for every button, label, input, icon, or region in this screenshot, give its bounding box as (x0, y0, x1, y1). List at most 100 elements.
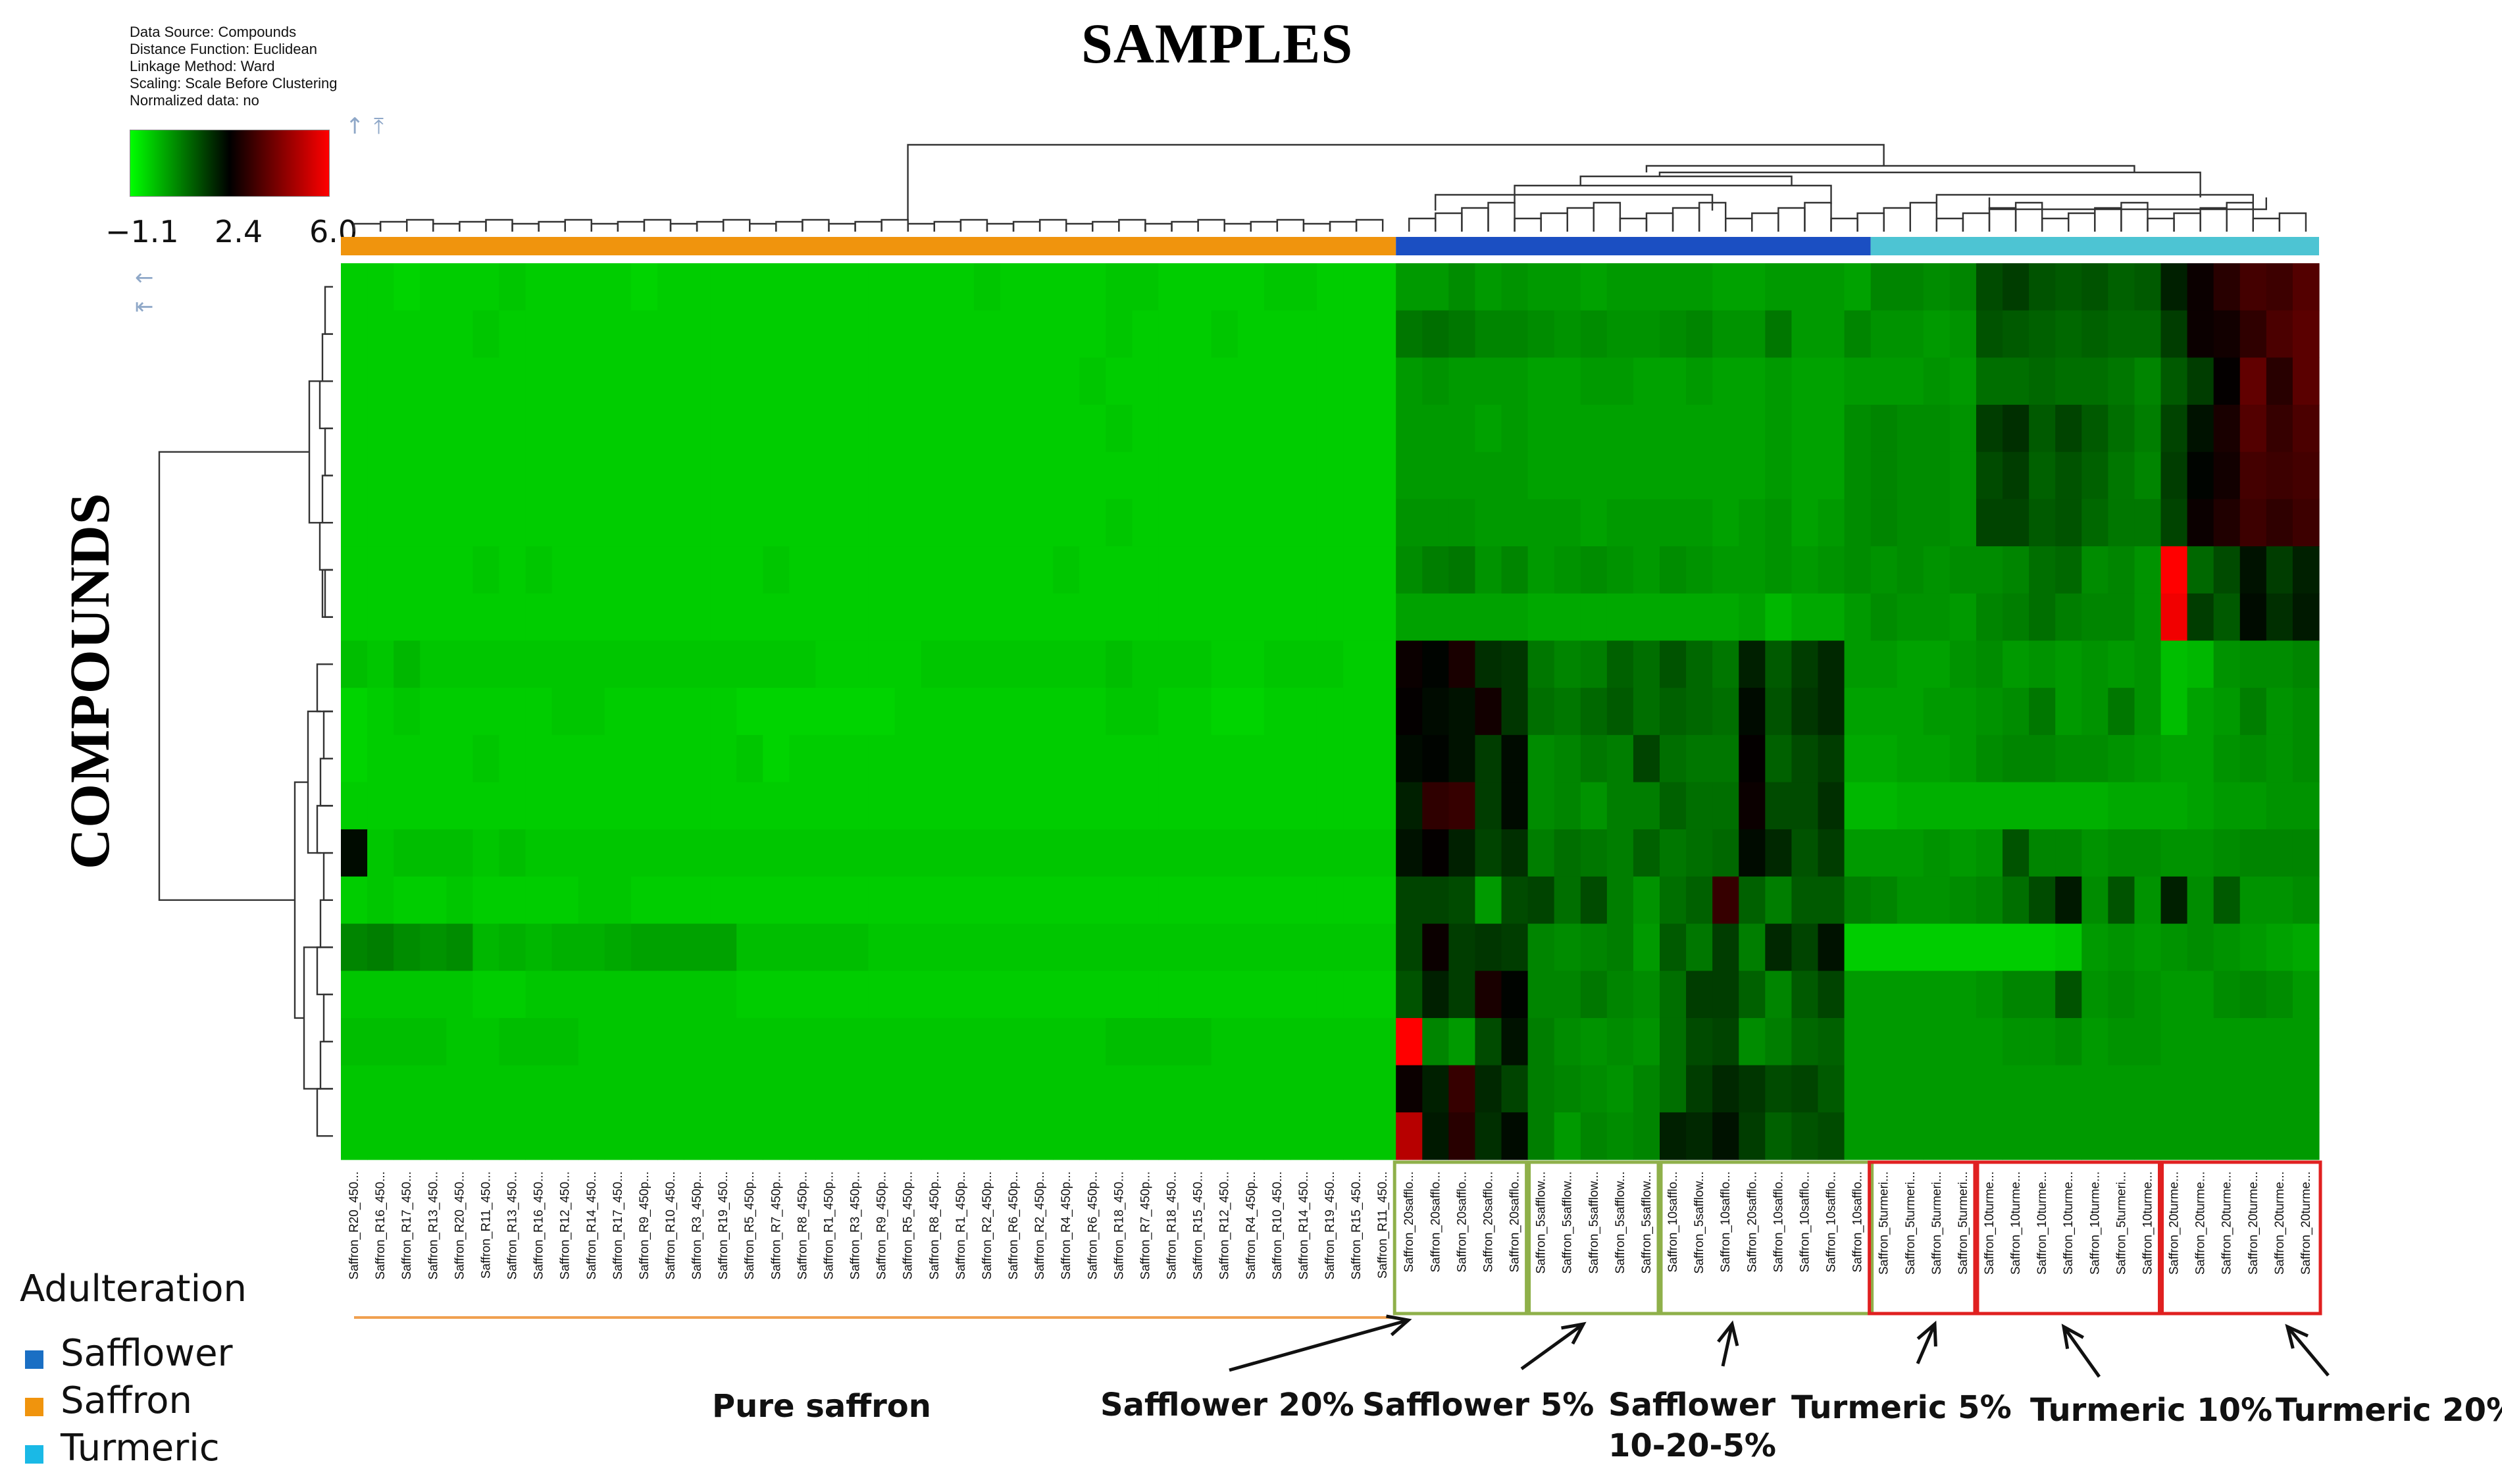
heatmap-cell (394, 1065, 421, 1113)
annotation-arrow (1520, 1322, 1585, 1371)
dendrogram-link (307, 710, 321, 854)
heatmap-cell (2213, 923, 2241, 971)
heatmap-cell (1396, 1112, 1423, 1160)
dendrogram-link (1223, 222, 1252, 232)
heatmap-cell (947, 923, 975, 971)
heatmap-cell (1712, 640, 1739, 688)
heatmap-cell (1053, 782, 1080, 830)
heatmap-cell (2239, 546, 2267, 594)
heatmap-cell (2266, 923, 2293, 971)
heatmap-cell (1264, 357, 1291, 405)
heatmap-cell (2292, 971, 2320, 1019)
heatmap-cell (420, 640, 447, 688)
column-label: Saffron_R18_450... (1112, 1171, 1126, 1279)
heatmap-cell (2266, 640, 2293, 688)
heatmap-cell (1000, 1065, 1027, 1113)
heatmap-cell (1580, 734, 1608, 783)
heatmap-cell (1448, 263, 1476, 311)
heatmap-cell (1870, 499, 1898, 547)
heatmap-cell (1897, 263, 1924, 311)
column-label: Saffron_R4_450p... (1060, 1171, 1073, 1279)
heatmap-cell (1844, 1017, 1872, 1066)
heatmap-cell (894, 546, 922, 594)
heatmap-cell (2081, 1065, 2108, 1113)
heatmap-cell (341, 1017, 368, 1066)
heatmap-cell (1580, 1112, 1608, 1160)
heatmap-cell (499, 310, 526, 358)
heatmap-cell (2160, 357, 2188, 405)
heatmap-cell (1976, 263, 2003, 311)
heatmap-cell (1897, 1112, 1924, 1160)
heatmap-cell (394, 593, 421, 642)
heatmap-cell (1396, 734, 1423, 783)
heatmap-cell (394, 640, 421, 688)
heatmap-cell (973, 593, 1001, 642)
heatmap-cell (947, 263, 975, 311)
heatmap-cell (1264, 688, 1291, 736)
heatmap-cells (341, 263, 2320, 1160)
heatmap-cell (1949, 499, 1977, 547)
heatmap-cell (1791, 1065, 1819, 1113)
heatmap-cell (710, 1112, 737, 1160)
heatmap-cell (499, 640, 526, 688)
column-label: Saffron_R17_450... (400, 1171, 414, 1279)
heatmap-cell (2292, 263, 2320, 311)
heatmap-cell (1870, 1112, 1898, 1160)
heatmap-cell (499, 971, 526, 1019)
heatmap-cell (1422, 971, 1449, 1019)
dendrogram-link (2199, 207, 2228, 232)
heatmap-cell (657, 971, 684, 1019)
heatmap-cell (2081, 971, 2108, 1019)
heatmap-cell (2134, 923, 2162, 971)
heatmap-cell (868, 876, 896, 925)
dendrogram-link (1197, 218, 1225, 232)
heatmap-cell (525, 405, 553, 453)
heatmap-cell (1606, 829, 1634, 877)
column-label: Saffron_10turme... (2009, 1171, 2023, 1275)
arrow-up-icon[interactable]: ↑ (345, 113, 365, 140)
heatmap-cell (1237, 923, 1265, 971)
heatmap-cell (815, 451, 843, 500)
heatmap-cell (1870, 971, 1898, 1019)
arrow-left-icon[interactable]: ← (135, 265, 154, 291)
heatmap-cell (1844, 1065, 1872, 1113)
heatmap-cell (1712, 451, 1739, 500)
heatmap-cell (630, 876, 658, 925)
heatmap-cell (842, 876, 869, 925)
heatmap-cell (1554, 1065, 1581, 1113)
column-labels: Saffron_R20_450... Saffron_R16_450... Saff… (347, 1171, 2313, 1279)
heatmap-cell (2292, 923, 2320, 971)
heatmap-cell (604, 923, 632, 971)
dendrogram-link (1461, 207, 1489, 232)
heatmap-cell (1316, 734, 1344, 783)
heatmap-cell (1791, 876, 1819, 925)
arrow-left-to-edge-icon[interactable]: ⇤ (135, 294, 154, 320)
column-label: Saffron_20safflo... (1481, 1171, 1495, 1273)
group-box (1868, 1160, 1979, 1316)
heatmap-cell (1633, 734, 1660, 783)
heatmap-cell (710, 310, 737, 358)
heatmap-cell (2003, 876, 2030, 925)
heatmap-cell (1949, 593, 1977, 642)
group-box (2158, 1160, 2322, 1316)
heatmap-cell (2081, 1017, 2108, 1066)
heatmap-cell (472, 1017, 500, 1066)
heatmap-cell (815, 1017, 843, 1066)
heatmap-cell (1527, 405, 1555, 453)
heatmap-cell (472, 593, 500, 642)
heatmap-cell (1844, 688, 1872, 736)
heatmap-cell (1527, 499, 1555, 547)
heatmap-cell (1158, 923, 1186, 971)
heatmap-cell (1132, 640, 1160, 688)
heatmap-cell (2081, 451, 2108, 500)
heatmap-cell (921, 451, 948, 500)
heatmap-cell (1316, 310, 1344, 358)
heatmap-cell (1844, 593, 1872, 642)
heatmap-cell (1686, 782, 1713, 830)
arrow-up-to-top-icon[interactable]: ⤒ (374, 113, 384, 140)
column-label: Saffron_20turme... (2168, 1171, 2182, 1275)
heatmap-cell (2266, 593, 2293, 642)
heatmap-cell (1818, 310, 1845, 358)
heatmap-cell (2029, 923, 2056, 971)
dendrogram-link (321, 474, 333, 524)
